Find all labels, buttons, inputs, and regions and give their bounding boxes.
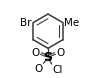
Text: O: O — [56, 48, 64, 58]
Text: O: O — [34, 64, 43, 74]
Text: S: S — [43, 51, 53, 64]
Text: Br: Br — [20, 18, 32, 28]
Text: O: O — [32, 48, 40, 58]
Text: Cl: Cl — [52, 65, 63, 75]
Text: Me: Me — [64, 18, 79, 28]
